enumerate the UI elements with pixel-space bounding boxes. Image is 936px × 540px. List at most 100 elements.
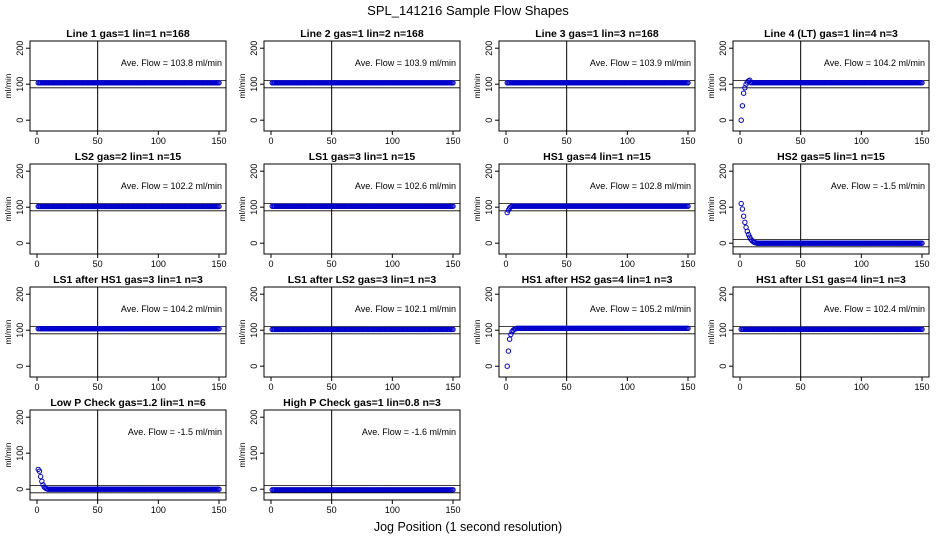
- y-tick-label: 200: [249, 287, 259, 302]
- panel-2: Line 2 gas=1 lin=2 n=168 0 50 100 150 0 100 200…: [237, 28, 461, 146]
- panel-11: HS1 after HS2 gas=4 lin=1 n=3 0 50 100 150 0 1…: [472, 274, 696, 392]
- panel-title: HS1 after LS1 gas=4 lin=1 n=3: [756, 274, 906, 286]
- average-flow-annotation: Ave. Flow = 102.2 ml/min: [121, 181, 222, 191]
- average-flow-annotation: Ave. Flow = 103.9 ml/min: [355, 58, 456, 68]
- data-point: [738, 117, 744, 123]
- y-tick-label: 0: [484, 118, 494, 123]
- x-tick-label: 0: [34, 382, 39, 392]
- x-tick-label: 150: [445, 259, 460, 269]
- data-points: [35, 466, 222, 492]
- data-points: [269, 203, 456, 209]
- panels: Line 1 gas=1 lin=1 n=168 0 50 100 150 0 100 200…: [3, 28, 930, 515]
- data-point: [685, 203, 691, 209]
- x-tick-label: 150: [680, 136, 695, 146]
- data-points: [35, 80, 222, 86]
- y-tick-label: 100: [484, 77, 494, 92]
- x-tick-label: 150: [211, 136, 226, 146]
- x-tick-label: 50: [327, 505, 337, 515]
- x-tick-label: 150: [914, 382, 929, 392]
- average-flow-annotation: Ave. Flow = 104.2 ml/min: [121, 304, 222, 314]
- y-tick-label: 100: [15, 200, 25, 215]
- x-tick-label: 50: [562, 382, 572, 392]
- average-flow-annotation: Ave. Flow = 104.2 ml/min: [824, 58, 925, 68]
- plot-frame: [29, 40, 227, 132]
- panel-4: Line 4 (LT) gas=1 lin=4 n=3 0 50 100 150 0 100…: [706, 28, 930, 146]
- figure-title: SPL_141216 Sample Flow Shapes: [367, 3, 569, 18]
- x-tick-label: 100: [385, 382, 400, 392]
- average-flow-annotation: Ave. Flow = 102.8 ml/min: [590, 181, 691, 191]
- panel-14: High P Check gas=1 lin=0.8 n=3 0 50 100 150 0…: [237, 397, 461, 515]
- panel-title: HS2 gas=5 lin=1 n=15: [777, 151, 885, 163]
- average-flow-annotation: Ave. Flow = -1.5 ml/min: [128, 427, 222, 437]
- x-tick-label: 50: [562, 136, 572, 146]
- y-axis-label: ml/min: [237, 196, 247, 221]
- y-tick-label: 200: [718, 287, 728, 302]
- data-point: [450, 487, 456, 493]
- x-tick-label: 150: [445, 505, 460, 515]
- data-point: [36, 468, 43, 474]
- y-tick-label: 200: [249, 41, 259, 56]
- x-tick-label: 150: [211, 382, 226, 392]
- y-tick-label: 200: [15, 41, 25, 56]
- y-tick-label: 100: [249, 446, 259, 461]
- x-tick-label: 100: [151, 382, 166, 392]
- x-tick-label: 100: [620, 136, 635, 146]
- x-tick-label: 50: [327, 382, 337, 392]
- y-axis-label: ml/min: [237, 319, 247, 344]
- data-point: [740, 213, 747, 219]
- average-flow-annotation: Ave. Flow = 105.2 ml/min: [590, 304, 691, 314]
- x-tick-label: 100: [385, 259, 400, 269]
- y-tick-label: 100: [249, 323, 259, 338]
- y-tick-label: 200: [718, 41, 728, 56]
- y-axis-label: ml/min: [3, 73, 13, 98]
- plot-frame: [29, 286, 227, 378]
- y-tick-label: 0: [15, 241, 25, 246]
- average-flow-annotation: Ave. Flow = 102.4 ml/min: [824, 304, 925, 314]
- x-tick-label: 50: [796, 259, 806, 269]
- data-points: [269, 80, 456, 86]
- data-points: [504, 203, 691, 216]
- x-tick-label: 0: [503, 136, 508, 146]
- data-point: [685, 325, 691, 332]
- y-tick-label: 200: [484, 287, 494, 302]
- y-axis-label: ml/min: [472, 73, 482, 98]
- y-tick-label: 100: [484, 200, 494, 215]
- data-point: [216, 203, 222, 210]
- y-axis-label: ml/min: [472, 319, 482, 344]
- data-point: [739, 103, 746, 109]
- data-point: [685, 80, 691, 86]
- x-tick-label: 50: [327, 259, 337, 269]
- panel-6: LS1 gas=3 lin=1 n=15 0 50 100 150 0 100 200 ml/m…: [237, 151, 461, 269]
- data-point: [450, 203, 456, 209]
- data-points: [504, 325, 691, 369]
- y-tick-label: 200: [249, 164, 259, 179]
- data-point: [745, 231, 752, 238]
- x-tick-label: 150: [680, 382, 695, 392]
- plot-frame: [263, 409, 461, 501]
- panel-9: LS1 after HS1 gas=3 lin=1 n=3 0 50 100 150 0 1…: [3, 274, 227, 392]
- x-tick-label: 150: [914, 136, 929, 146]
- data-point: [739, 206, 746, 212]
- x-tick-label: 0: [34, 505, 39, 515]
- panel-title: Line 1 gas=1 lin=1 n=168: [66, 28, 190, 40]
- data-point: [919, 240, 925, 246]
- x-tick-label: 100: [854, 259, 869, 269]
- panel-7: HS1 gas=4 lin=1 n=15 0 50 100 150 0 100 200 ml/m…: [472, 151, 696, 269]
- panel-title: Low P Check gas=1.2 lin=1 n=6: [50, 397, 205, 409]
- y-tick-label: 0: [249, 241, 259, 246]
- x-tick-label: 0: [737, 259, 742, 269]
- x-tick-label: 0: [268, 259, 273, 269]
- x-tick-label: 0: [34, 259, 39, 269]
- y-axis-label: ml/min: [237, 442, 247, 467]
- plot-frame: [498, 286, 696, 378]
- y-tick-label: 0: [718, 364, 728, 369]
- average-flow-annotation: Ave. Flow = 102.6 ml/min: [355, 181, 456, 191]
- x-tick-label: 150: [211, 505, 226, 515]
- panel-title: Line 3 gas=1 lin=3 n=168: [535, 28, 659, 40]
- data-point: [744, 228, 750, 235]
- data-point: [505, 348, 512, 354]
- y-tick-label: 200: [484, 164, 494, 179]
- average-flow-annotation: Ave. Flow = 102.1 ml/min: [355, 304, 456, 314]
- y-tick-label: 200: [249, 410, 259, 425]
- y-tick-label: 0: [718, 241, 728, 246]
